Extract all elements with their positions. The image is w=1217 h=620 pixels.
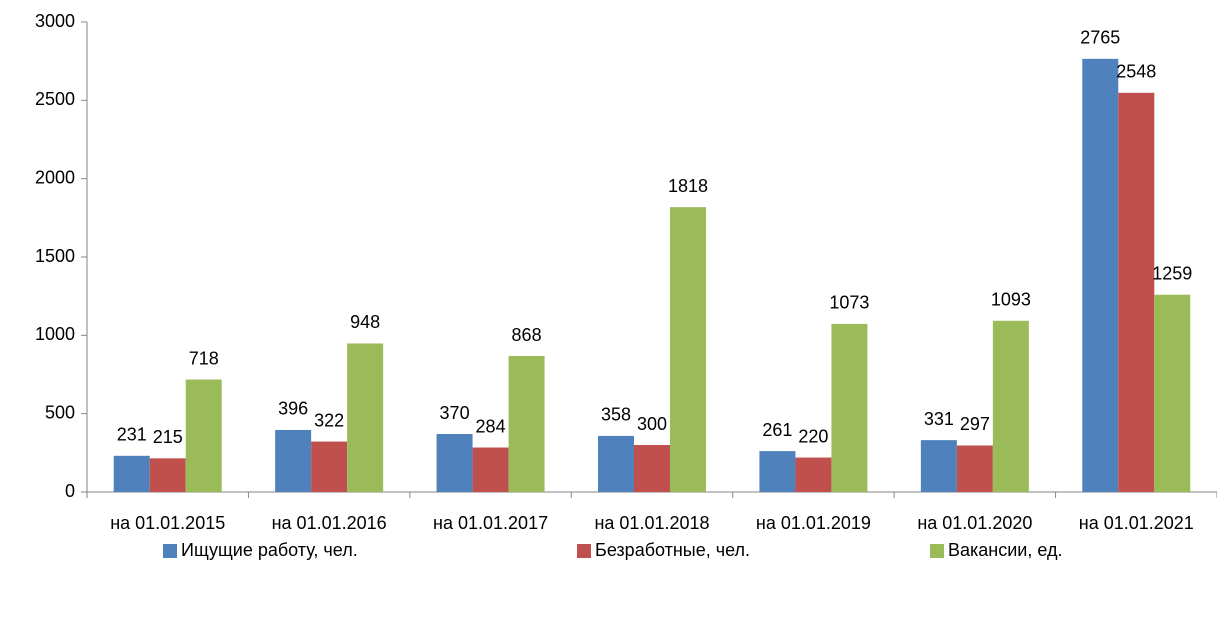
bar xyxy=(472,447,509,492)
data-label: 297 xyxy=(960,414,990,434)
legend-label: Безработные, чел. xyxy=(595,540,750,560)
legend-label: Ищущие работу, чел. xyxy=(181,540,358,560)
data-label: 396 xyxy=(278,399,308,419)
data-label: 1093 xyxy=(991,290,1031,310)
data-label: 370 xyxy=(440,403,470,423)
x-tick-label: на 01.01.2017 xyxy=(433,513,548,533)
x-tick-label: на 01.01.2018 xyxy=(594,513,709,533)
bar xyxy=(920,440,957,492)
legend-label: Вакансии, ед. xyxy=(948,540,1062,560)
data-label: 718 xyxy=(189,348,219,368)
bar xyxy=(149,458,186,492)
data-label: 2765 xyxy=(1080,28,1120,48)
data-label: 220 xyxy=(798,426,828,446)
bar xyxy=(795,457,832,492)
data-label: 215 xyxy=(153,427,183,447)
y-tick-label: 1000 xyxy=(35,324,75,344)
data-label: 948 xyxy=(350,312,380,332)
data-label: 261 xyxy=(762,420,792,440)
bar xyxy=(759,451,796,492)
data-label: 284 xyxy=(476,416,506,436)
data-label: 322 xyxy=(314,410,344,430)
data-label: 358 xyxy=(601,405,631,425)
bar xyxy=(436,434,473,492)
y-tick-label: 2000 xyxy=(35,167,75,187)
x-tick-label: на 01.01.2016 xyxy=(272,513,387,533)
bar xyxy=(670,207,706,492)
data-label: 1073 xyxy=(829,293,869,313)
bar xyxy=(508,356,545,492)
bar xyxy=(956,445,993,492)
bar xyxy=(598,435,634,492)
y-tick-label: 1500 xyxy=(35,246,75,266)
legend-swatch xyxy=(930,544,944,558)
data-label: 2548 xyxy=(1116,62,1156,82)
bar xyxy=(185,379,222,492)
data-label: 868 xyxy=(512,325,542,345)
bar xyxy=(1118,92,1155,493)
y-tick-label: 3000 xyxy=(35,11,75,31)
bar xyxy=(634,445,670,492)
legend-swatch xyxy=(577,544,591,558)
bar xyxy=(992,320,1029,492)
bar xyxy=(831,323,868,492)
x-tick-label: на 01.01.2015 xyxy=(110,513,225,533)
data-label: 1818 xyxy=(668,176,708,196)
x-tick-label: на 01.01.2020 xyxy=(917,513,1032,533)
bar xyxy=(275,429,312,492)
data-label: 1259 xyxy=(1152,264,1192,284)
bar xyxy=(1154,294,1191,492)
bar xyxy=(113,455,150,492)
y-tick-label: 500 xyxy=(45,402,75,422)
bar xyxy=(347,343,384,492)
y-tick-label: 2500 xyxy=(35,89,75,109)
y-tick-label: 0 xyxy=(65,481,75,501)
data-label: 231 xyxy=(117,425,147,445)
x-tick-label: на 01.01.2021 xyxy=(1079,513,1194,533)
data-label: 331 xyxy=(924,409,954,429)
x-tick-label: на 01.01.2019 xyxy=(756,513,871,533)
legend-swatch xyxy=(163,544,177,558)
bar xyxy=(311,441,348,492)
bar xyxy=(1082,58,1119,493)
data-label: 300 xyxy=(637,414,667,434)
